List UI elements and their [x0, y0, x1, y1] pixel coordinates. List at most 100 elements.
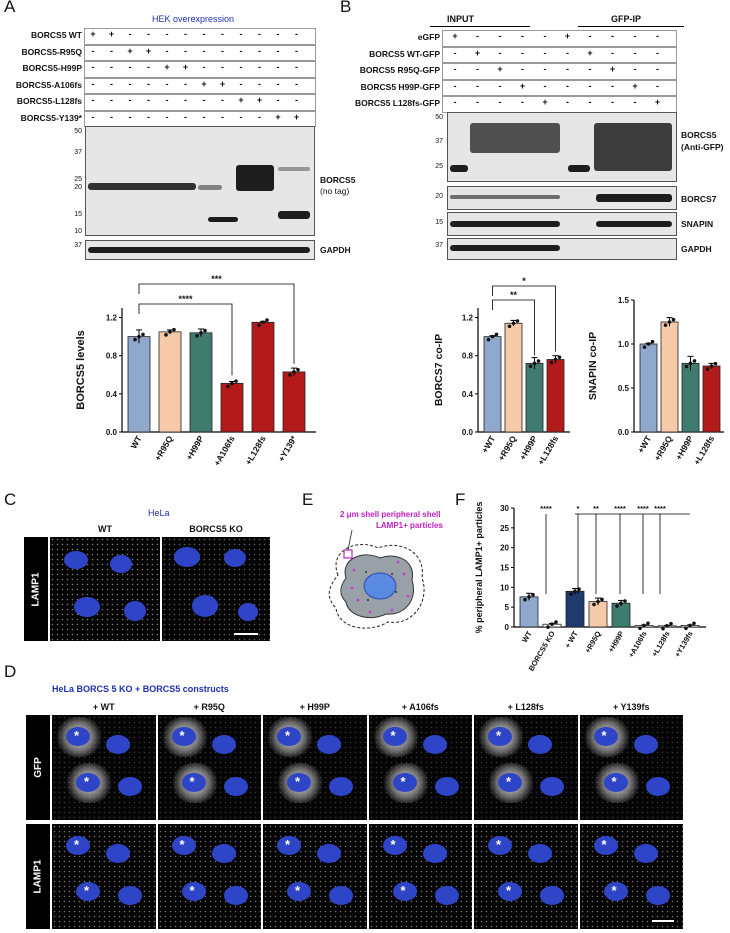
nucleus — [633, 844, 658, 863]
nucleus — [603, 773, 628, 792]
condition-mark: - — [588, 31, 592, 41]
band — [88, 247, 310, 253]
data-point — [667, 320, 672, 324]
nucleus — [633, 735, 658, 754]
nucleus — [392, 773, 417, 792]
bar — [127, 336, 151, 433]
panel-b-borcs5-sublabel: (Anti-GFP) — [681, 142, 724, 152]
condition-mark: - — [258, 45, 261, 56]
condition-mark: - — [221, 95, 224, 105]
data-point — [133, 337, 137, 342]
nucleus — [74, 597, 100, 617]
nucleus — [528, 844, 552, 863]
significance-label: * — [522, 276, 526, 286]
y-tick-label: 0.4 — [462, 390, 474, 399]
panel-d-image: * * — [157, 715, 261, 820]
data-point — [195, 333, 199, 338]
condition-mark: - — [202, 29, 206, 39]
transfected-cell-marker: * — [400, 774, 406, 789]
panel-d-title: HeLa BORCS 5 KO + BORCS5 constructs — [52, 684, 229, 694]
inner-particles — [365, 571, 397, 601]
condition-mark: - — [656, 64, 659, 74]
x-tick-label: +R95Q — [652, 434, 674, 463]
condition-mark: - — [184, 78, 187, 89]
band — [88, 183, 196, 190]
data-point — [592, 602, 596, 607]
condition-mark: - — [566, 80, 569, 91]
condition-mark: - — [566, 47, 569, 58]
bar — [681, 362, 700, 433]
band — [450, 165, 468, 172]
data-point — [536, 359, 541, 363]
x-tick-label: +L128fs — [536, 434, 561, 467]
panel-d-image: * * — [368, 824, 472, 929]
nucleus — [382, 836, 407, 855]
bar — [189, 332, 213, 433]
condition-mark: - — [543, 80, 547, 91]
lamp1-puncta — [50, 537, 160, 641]
nucleus — [174, 547, 200, 567]
mw-marker: 25 — [435, 163, 443, 170]
condition-mark: - — [165, 45, 169, 56]
bar — [220, 382, 244, 433]
condition-mark: - — [453, 47, 457, 58]
y-axis-label: % peripheral LAMP1+ particles — [474, 502, 484, 634]
panel-b-borcs5-blot — [447, 112, 677, 182]
transfected-cell-marker: * — [189, 883, 195, 898]
condition-mark: - — [588, 64, 592, 74]
condition-mark: - — [295, 29, 298, 39]
condition-mark: - — [276, 29, 280, 39]
condition-mark: - — [521, 31, 524, 41]
panel-a-borcs5-sublabel: (no tag) — [320, 186, 350, 196]
condition-mark: - — [498, 31, 502, 41]
panel-a-gapdh-label: GAPDH — [320, 245, 351, 255]
band — [450, 245, 560, 251]
condition-mark: - — [295, 62, 298, 72]
data-point — [713, 361, 718, 366]
nucleus — [498, 773, 522, 792]
panel-label-e: E — [302, 490, 314, 509]
gfpip-rule — [578, 26, 684, 27]
panel-d-column-header: + A106fs — [401, 702, 439, 712]
data-point — [494, 332, 499, 337]
transfected-cell-marker: * — [74, 728, 80, 743]
condition-mark: - — [453, 64, 457, 74]
nucleus — [645, 777, 670, 796]
band — [450, 195, 560, 199]
condition-mark: - — [258, 29, 261, 39]
bar — [588, 601, 608, 628]
panel-c-row-label: LAMP1 — [24, 537, 48, 641]
data-point — [296, 367, 300, 372]
data-point — [549, 360, 554, 365]
bar — [282, 371, 306, 433]
data-point — [671, 317, 676, 322]
y-tick-label: 0.5 — [618, 384, 630, 393]
data-point — [615, 604, 619, 608]
data-point — [199, 331, 203, 335]
x-tick-label: +L128fs — [243, 434, 268, 467]
row-box — [84, 44, 316, 61]
condition-mark: - — [147, 111, 150, 122]
panel-e-label-shell: 2 μm shell peripheral shell — [340, 510, 441, 519]
row-box — [442, 79, 677, 96]
panel-d-column-header: + H99P — [299, 702, 330, 712]
data-point — [265, 318, 269, 322]
significance-bracket — [138, 283, 295, 364]
significance-label: **** — [654, 504, 666, 513]
panel-b-borcs5-label: BORCS5 — [681, 130, 717, 140]
nucleus — [528, 735, 552, 754]
nucleus — [106, 735, 130, 754]
condition-mark: + — [293, 111, 300, 122]
condition-mark: - — [239, 111, 243, 122]
condition-mark: - — [221, 45, 224, 56]
x-tick-label: +R95Q — [496, 434, 518, 463]
transfected-cell-marker: * — [496, 837, 502, 852]
condition-mark: - — [476, 64, 479, 74]
condition-row-label: BORCS5 R95Q-GFP — [359, 65, 440, 75]
significance-label: * — [577, 504, 580, 513]
band — [596, 221, 672, 227]
nucleus — [106, 844, 130, 863]
transfected-cell-marker: * — [611, 883, 617, 898]
condition-mark: - — [239, 45, 243, 56]
nucleus — [363, 572, 397, 600]
